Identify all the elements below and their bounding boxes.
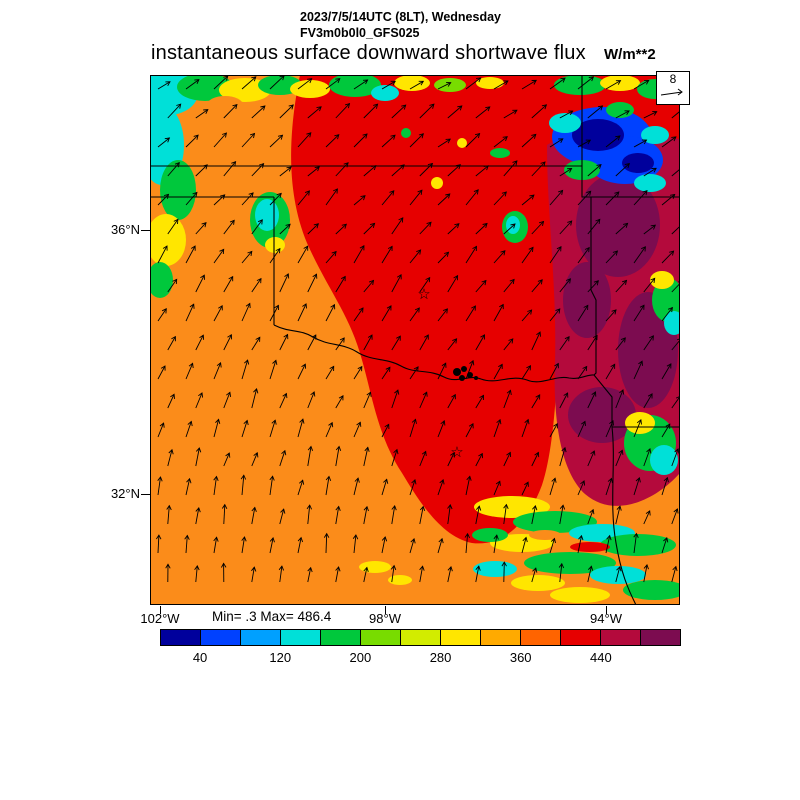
colorbar — [160, 629, 681, 646]
reference-vector-arrow — [660, 88, 683, 96]
datetime-title: 2023/7/5/14UTC (8LT), Wednesday — [300, 10, 502, 24]
colorbar-tick-label: 360 — [509, 650, 532, 665]
units-label: W/m**2 — [604, 46, 656, 63]
x-axis-label-98w: 98°W — [369, 611, 401, 626]
axis-tick — [606, 606, 607, 614]
axis-tick — [385, 606, 386, 614]
colorbar-tick-label: 120 — [269, 650, 292, 665]
colorbar-segment — [521, 630, 561, 645]
plot-frame — [150, 75, 680, 605]
colorbar-segment — [361, 630, 401, 645]
colorbar-tick-label: 40 — [192, 650, 208, 665]
minmax-label: Min= .3 Max= 486.4 — [212, 609, 332, 624]
reference-vector-value: 8 — [669, 72, 677, 86]
y-axis-label-32n: 32°N — [110, 486, 140, 501]
colorbar-segment — [481, 630, 521, 645]
wind-arrows-layer — [156, 75, 680, 583]
colorbar-segment — [241, 630, 281, 645]
city-star-marker: ☆ — [450, 444, 463, 461]
colorbar-segment — [601, 630, 641, 645]
colorbar-labels: 40 120 200 280 360 440 — [160, 650, 681, 666]
colorbar-tick-label: 200 — [349, 650, 372, 665]
colorbar-tick-label: 280 — [429, 650, 452, 665]
colorbar-segment — [401, 630, 441, 645]
axis-tick — [160, 606, 161, 614]
state-borders — [150, 75, 680, 605]
reference-vector-box: 8 — [656, 71, 690, 105]
colorbar-segment — [201, 630, 241, 645]
axis-tick — [141, 494, 150, 495]
x-axis-label-94w: 94°W — [590, 611, 622, 626]
model-title: FV3m0b0l0_GFS025 — [300, 26, 420, 40]
flux-region-blue-cluster — [549, 102, 669, 192]
axis-tick — [141, 230, 150, 231]
map-plot-area: ☆ ☆ — [150, 75, 680, 605]
colorbar-segment — [561, 630, 601, 645]
colorbar-segment — [641, 630, 680, 645]
y-axis-label-36n: 36°N — [110, 222, 140, 237]
flux-heatmap: ☆ ☆ — [150, 75, 680, 605]
colorbar-segment — [161, 630, 201, 645]
plot-title: instantaneous surface downward shortwave… — [151, 42, 586, 64]
x-axis-label-102w: 102°W — [140, 611, 180, 626]
colorbar-segments — [161, 630, 680, 645]
colorbar-segment — [321, 630, 361, 645]
colorbar-tick-label: 440 — [590, 650, 612, 665]
city-star-marker: ☆ — [417, 286, 430, 303]
colorbar-segment — [441, 630, 481, 645]
colorbar-segment — [281, 630, 321, 645]
